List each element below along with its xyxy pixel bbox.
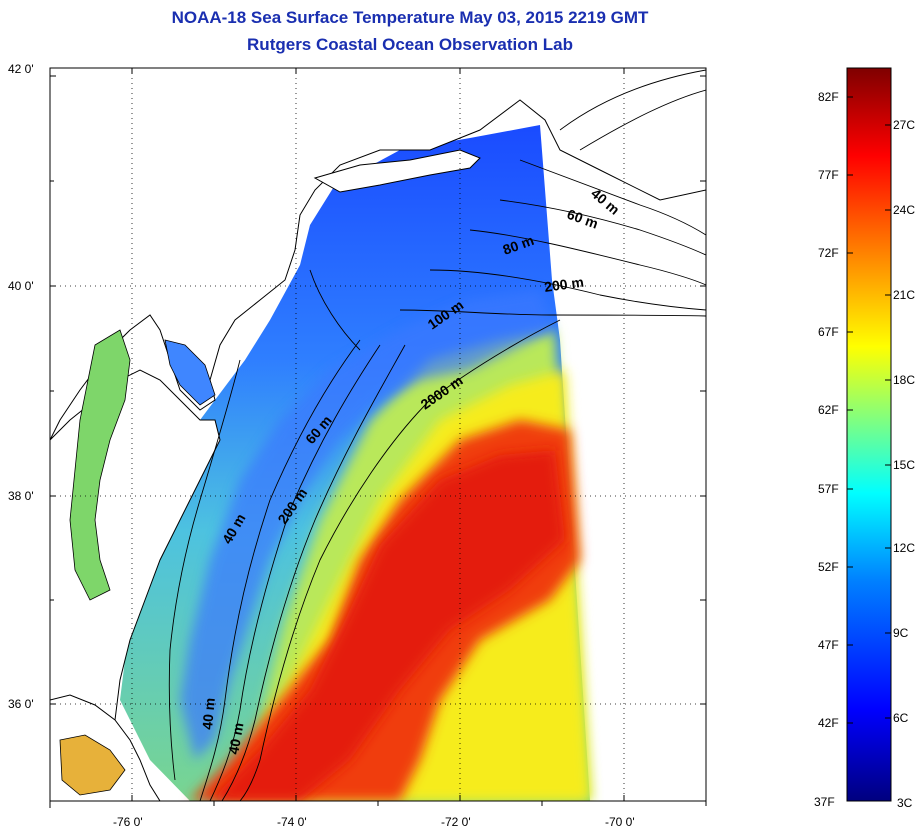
lat-label: 42 0' <box>8 62 34 76</box>
lon-label: -74 0' <box>277 815 307 829</box>
colorbar-c-label: 24C <box>893 203 916 217</box>
isobath-label: 40 m <box>225 721 246 755</box>
pamlico-sound <box>59 734 126 796</box>
colorbar-f-label: 82F <box>818 90 839 104</box>
map-title: NOAA-18 Sea Surface Temperature May 03, … <box>171 8 649 27</box>
colorbar-f-label: 67F <box>818 325 839 339</box>
isobath-contours <box>168 69 706 801</box>
axis-ticks <box>49 68 707 808</box>
lat-label: 36 0' <box>8 697 34 711</box>
colorbar-f-label: 62F <box>818 403 839 417</box>
lon-label: -76 0' <box>113 815 143 829</box>
chesapeake-bay <box>69 329 131 601</box>
lon-label: -70 0' <box>605 815 635 829</box>
sst-shelf-cool <box>180 290 552 760</box>
colorbar-c-label: 27C <box>893 118 916 132</box>
colorbar-c-label: 3C <box>897 796 913 810</box>
colorbar-f-label: 52F <box>818 560 839 574</box>
sst-gulf-stream-core <box>210 450 565 801</box>
colorbar-f-label: 47F <box>818 638 839 652</box>
colorbar-f-label: 57F <box>818 482 839 496</box>
colorbar-c-label: 15C <box>893 458 916 472</box>
long-island <box>313 149 481 193</box>
colorbar-c-label: 9C <box>893 626 909 640</box>
map-subtitle: Rutgers Coastal Ocean Observation Lab <box>247 35 573 54</box>
lat-label: 38 0' <box>8 489 34 503</box>
colorbar-f-label: 42F <box>818 716 839 730</box>
graticule <box>50 68 706 801</box>
colorbar-ticks <box>847 96 891 724</box>
lon-label: -72 0' <box>441 815 471 829</box>
colorbar-c-label: 12C <box>893 541 916 555</box>
colorbar-c-label: 18C <box>893 373 916 387</box>
colorbar-c-label: 21C <box>893 288 916 302</box>
colorbar-f-label: 77F <box>818 168 839 182</box>
isobath-label: 40 m <box>199 697 218 730</box>
isobath-label: 200 m <box>543 274 585 295</box>
lat-label: 40 0' <box>8 279 34 293</box>
colorbar-f-label: 72F <box>818 246 839 260</box>
colorbar <box>846 67 892 802</box>
colorbar-f-label: 37F <box>814 795 835 809</box>
delaware-bay <box>164 339 216 406</box>
colorbar-c-label: 6C <box>893 711 909 725</box>
